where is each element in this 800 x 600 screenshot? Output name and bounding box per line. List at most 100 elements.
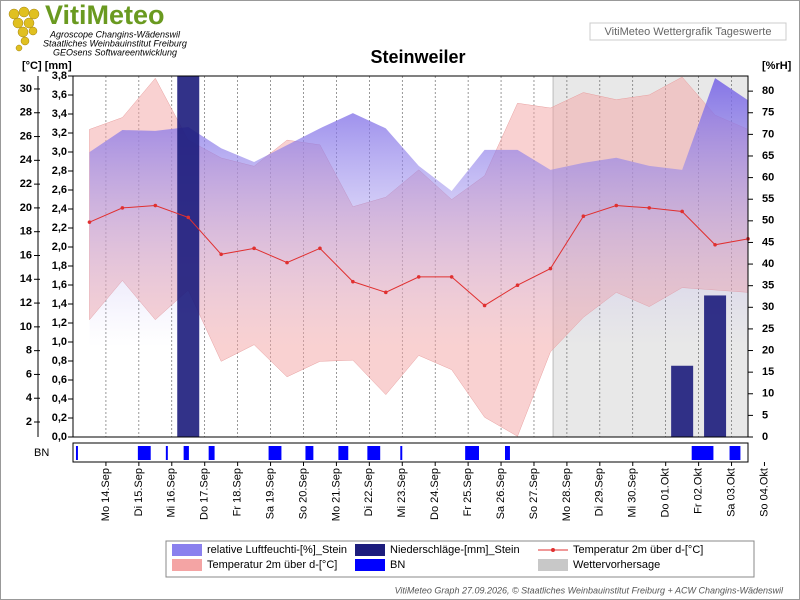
temperature-point [581, 214, 586, 219]
legend-swatch [355, 559, 385, 571]
y-tick-label: 16 [20, 249, 32, 261]
footer: VitiMeteo Graph 27.09.2026, © Staatliche… [395, 585, 784, 595]
strip-label: BN [34, 447, 49, 459]
y2-tick-label: 1,8 [52, 260, 67, 272]
x-tick-label: Di 15.Sep [133, 468, 145, 516]
temperature-point [449, 275, 454, 279]
y3-tick-label: 0 [762, 431, 768, 443]
legend-label: BN [390, 559, 405, 571]
logo: VitiMeteo [45, 0, 165, 30]
y2-tick-label: 2,4 [52, 203, 68, 215]
y2-tick-label: 1,0 [52, 336, 67, 348]
strip-border [72, 442, 749, 463]
humidity-area [89, 78, 748, 437]
temperature-point [713, 242, 717, 247]
temperature-point [318, 246, 322, 251]
y-tick-label: 14 [20, 273, 33, 285]
bn-segment [305, 446, 314, 460]
bn-segment [208, 446, 215, 460]
temperature-point [482, 303, 487, 308]
y2-tick-label: 3,4 [52, 108, 68, 120]
temperature-point [548, 266, 553, 271]
y-tick-label: 26 [20, 130, 32, 142]
bn-segment [75, 446, 78, 460]
y2-tick-label: 2,2 [52, 222, 67, 234]
x-tick-label: Fr 02.Okt [693, 468, 705, 514]
y3-tick-label: 35 [762, 280, 774, 292]
bn-segment [367, 446, 381, 460]
temperature-point [351, 279, 355, 284]
y-tick-label: 6 [26, 368, 32, 380]
bn-segment [165, 446, 168, 460]
legend-label: Temperatur 2m über d-[°C] [573, 544, 703, 556]
y-tick-label: 8 [26, 345, 32, 357]
x-tick-label: Sa 26.Sep [495, 468, 507, 519]
bn-segment [137, 446, 151, 460]
legend-box [165, 540, 755, 578]
temperature-point [153, 203, 158, 208]
plot-border [72, 75, 749, 438]
x-tick-label: Do 01.Okt [660, 468, 672, 518]
x-tick-label: Sa 19.Sep [264, 468, 276, 519]
bn-segment [338, 446, 349, 460]
x-tick-label: Fr 25.Sep [462, 468, 474, 516]
legend-label: Niederschläge-[mm]_Stein [390, 544, 520, 556]
y-tick-label: 10 [20, 321, 32, 333]
temperature-point [120, 206, 125, 210]
y-axis-label: [°C] [mm] [22, 60, 72, 72]
legend-swatch [172, 544, 202, 556]
y3-tick-label: 40 [762, 258, 774, 270]
y2-tick-label: 2,6 [52, 184, 67, 196]
legend-label: relative Luftfeuchti-[%]_Stein [207, 544, 347, 556]
precip-bar [704, 295, 727, 437]
y3-tick-label: 10 [762, 388, 774, 400]
temperature-point [416, 275, 421, 279]
logo-grapes [8, 6, 40, 52]
x-tick-label: Do 24.Sep [429, 468, 441, 520]
badge-box [589, 22, 787, 41]
temperature-point [219, 252, 223, 257]
bn-segment [183, 446, 189, 460]
x-tick-label: So 20.Sep [297, 468, 309, 519]
y-tick-label: 12 [20, 297, 32, 309]
y-tick-label: 20 [20, 202, 32, 214]
x-tick-label: Fr 18.Sep [232, 468, 244, 516]
y-tick-label: 28 [20, 107, 32, 119]
y3-tick-label: 20 [762, 344, 774, 356]
legend-swatch [551, 548, 555, 552]
x-tick-label: So 04.Okt [758, 468, 770, 517]
y2-tick-label: 3,2 [52, 127, 67, 139]
x-tick-label: So 27.Sep [528, 468, 540, 519]
y-tick-label: 22 [20, 178, 32, 190]
y2-tick-label: 1,4 [52, 298, 68, 310]
x-tick-label: Mi 16.Sep [166, 468, 178, 518]
y3-tick-label: 80 [762, 85, 774, 97]
legend-label: Wettervorhersage [573, 559, 660, 571]
y2-tick-label: 0,8 [52, 355, 67, 367]
x-tick-label: Mo 21.Sep [330, 468, 342, 521]
header-line: GEOsens Softwareentwicklung [53, 47, 177, 57]
y2-tick-label: 3,8 [52, 70, 67, 82]
header-line: Agroscope Changins-Wädenswil [49, 29, 181, 39]
legend-swatch [355, 544, 385, 556]
bn-segment [691, 446, 714, 460]
chart-title: Steinweiler [370, 47, 465, 67]
bn-segment [465, 446, 479, 460]
y3-tick-label: 70 [762, 128, 774, 140]
y3-tick-label: 15 [762, 366, 774, 378]
y-tick-label: 2 [26, 416, 32, 428]
bn-segment [400, 446, 403, 460]
y3-tick-label: 60 [762, 172, 774, 184]
y-tick-label: 24 [20, 154, 33, 166]
x-tick-label: Mo 14.Sep [100, 468, 112, 521]
header-line: Staatliches Weinbauinstitut Freiburg [43, 38, 187, 48]
y3-tick-label: 55 [762, 193, 774, 205]
legend-swatch [538, 559, 568, 571]
temperature-point [186, 215, 191, 220]
y3-tick-label: 5 [762, 409, 768, 421]
temperature-point [614, 203, 619, 208]
legend-swatch [172, 559, 202, 571]
badge: VitiMeteo Wettergrafik Tageswerte [605, 26, 772, 38]
temperature-point [680, 209, 684, 214]
y2-tick-label: 2,0 [52, 241, 67, 253]
